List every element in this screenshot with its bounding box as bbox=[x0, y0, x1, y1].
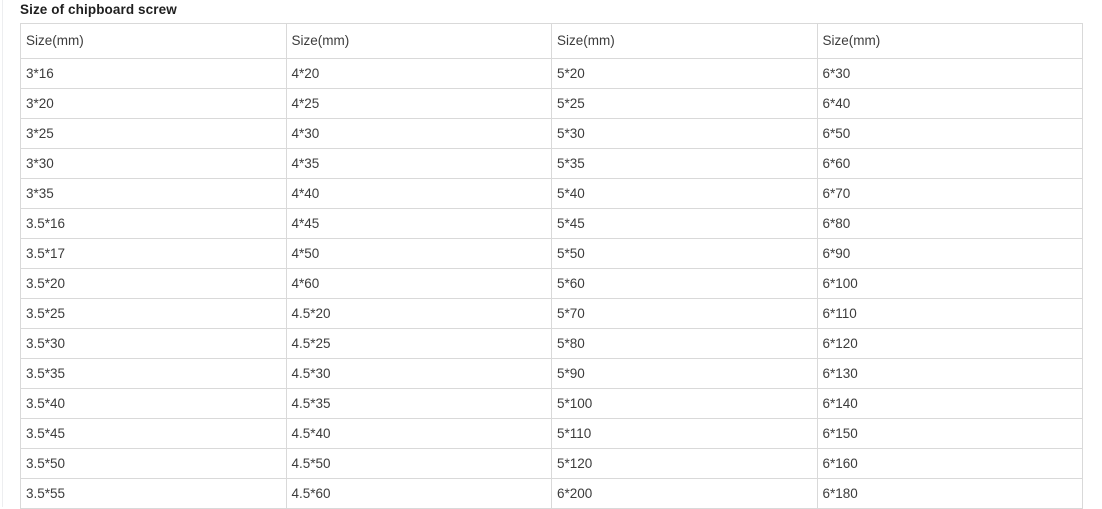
column-header-3: Size(mm) bbox=[551, 23, 818, 59]
table-row: 3*25 4*30 5*30 6*50 bbox=[20, 118, 1083, 149]
chipboard-screw-size-table: Size(mm) Size(mm) Size(mm) Size(mm) 3*16… bbox=[20, 23, 1083, 509]
table-row: 3.5*20 4*60 5*60 6*100 bbox=[20, 268, 1083, 299]
table-cell: 4*40 bbox=[285, 178, 552, 209]
table-cell: 6*50 bbox=[816, 118, 1083, 149]
table-cell: 3.5*20 bbox=[20, 268, 287, 299]
column-header-2: Size(mm) bbox=[285, 23, 552, 59]
table-cell: 5*100 bbox=[551, 388, 818, 419]
page-left-rule bbox=[2, 0, 3, 507]
table-cell: 4.5*40 bbox=[285, 418, 552, 449]
table-cell: 4.5*50 bbox=[285, 448, 552, 479]
table-cell: 6*100 bbox=[816, 268, 1083, 299]
table-cell: 3.5*16 bbox=[20, 208, 287, 239]
table-cell: 3.5*30 bbox=[20, 328, 287, 359]
table-cell: 4.5*30 bbox=[285, 358, 552, 389]
table-cell: 4.5*25 bbox=[285, 328, 552, 359]
table-row: 3.5*40 4.5*35 5*100 6*140 bbox=[20, 388, 1083, 419]
table-cell: 5*120 bbox=[551, 448, 818, 479]
table-cell: 3*25 bbox=[20, 118, 287, 149]
table-cell: 5*45 bbox=[551, 208, 818, 239]
table-cell: 3.5*35 bbox=[20, 358, 287, 389]
table-cell: 6*30 bbox=[816, 58, 1083, 89]
table-cell: 6*200 bbox=[551, 478, 818, 509]
table-header: Size(mm) Size(mm) Size(mm) Size(mm) bbox=[20, 23, 1083, 59]
table-row: 3.5*16 4*45 5*45 6*80 bbox=[20, 208, 1083, 239]
table-cell: 5*35 bbox=[551, 148, 818, 179]
table-cell: 4.5*60 bbox=[285, 478, 552, 509]
table-row: 3.5*45 4.5*40 5*110 6*150 bbox=[20, 418, 1083, 449]
table-cell: 6*40 bbox=[816, 88, 1083, 119]
table-cell: 5*25 bbox=[551, 88, 818, 119]
table-cell: 4*60 bbox=[285, 268, 552, 299]
table-cell: 6*160 bbox=[816, 448, 1083, 479]
table-row: 3.5*50 4.5*50 5*120 6*160 bbox=[20, 448, 1083, 479]
table-cell: 4.5*35 bbox=[285, 388, 552, 419]
column-header-1: Size(mm) bbox=[20, 23, 287, 59]
table-cell: 6*60 bbox=[816, 148, 1083, 179]
table-cell: 6*90 bbox=[816, 238, 1083, 269]
table-row: 3.5*55 4.5*60 6*200 6*180 bbox=[20, 478, 1083, 509]
table-cell: 6*180 bbox=[816, 478, 1083, 509]
table-cell: 6*70 bbox=[816, 178, 1083, 209]
column-header-4: Size(mm) bbox=[816, 23, 1083, 59]
content-wrapper: Size of chipboard screw Size(mm) Size(mm… bbox=[20, 0, 1083, 509]
table-row: 3.5*35 4.5*30 5*90 6*130 bbox=[20, 358, 1083, 389]
table-cell: 6*80 bbox=[816, 208, 1083, 239]
table-cell: 3*20 bbox=[20, 88, 287, 119]
table-cell: 5*20 bbox=[551, 58, 818, 89]
table-cell: 6*150 bbox=[816, 418, 1083, 449]
table-cell: 3.5*40 bbox=[20, 388, 287, 419]
table-cell: 3.5*50 bbox=[20, 448, 287, 479]
table-cell: 3.5*17 bbox=[20, 238, 287, 269]
table-cell: 5*40 bbox=[551, 178, 818, 209]
table-cell: 5*30 bbox=[551, 118, 818, 149]
table-cell: 5*80 bbox=[551, 328, 818, 359]
table-cell: 4*35 bbox=[285, 148, 552, 179]
table-cell: 6*120 bbox=[816, 328, 1083, 359]
table-row: 3.5*30 4.5*25 5*80 6*120 bbox=[20, 328, 1083, 359]
table-cell: 3*16 bbox=[20, 58, 287, 89]
table-cell: 4*30 bbox=[285, 118, 552, 149]
table-cell: 5*90 bbox=[551, 358, 818, 389]
table-cell: 5*60 bbox=[551, 268, 818, 299]
table-cell: 3*30 bbox=[20, 148, 287, 179]
table-body: 3*16 4*20 5*20 6*30 3*20 4*25 5*25 6*40 3*25 4*30… bbox=[20, 58, 1083, 509]
table-row: 3*35 4*40 5*40 6*70 bbox=[20, 178, 1083, 209]
table-cell: 3.5*25 bbox=[20, 298, 287, 329]
table-cell: 4*25 bbox=[285, 88, 552, 119]
table-cell: 3.5*55 bbox=[20, 478, 287, 509]
table-cell: 4.5*20 bbox=[285, 298, 552, 329]
table-cell: 3.5*45 bbox=[20, 418, 287, 449]
table-row: 3.5*17 4*50 5*50 6*90 bbox=[20, 238, 1083, 269]
table-header-row: Size(mm) Size(mm) Size(mm) Size(mm) bbox=[20, 23, 1083, 59]
table-cell: 3*35 bbox=[20, 178, 287, 209]
page-title: Size of chipboard screw bbox=[20, 2, 177, 17]
table-cell: 4*50 bbox=[285, 238, 552, 269]
table-row: 3*20 4*25 5*25 6*40 bbox=[20, 88, 1083, 119]
table-cell: 6*130 bbox=[816, 358, 1083, 389]
table-cell: 4*45 bbox=[285, 208, 552, 239]
table-cell: 6*110 bbox=[816, 298, 1083, 329]
table-cell: 5*70 bbox=[551, 298, 818, 329]
table-row: 3*30 4*35 5*35 6*60 bbox=[20, 148, 1083, 179]
table-cell: 5*50 bbox=[551, 238, 818, 269]
table-row: 3*16 4*20 5*20 6*30 bbox=[20, 58, 1083, 89]
table-cell: 5*110 bbox=[551, 418, 818, 449]
table-cell: 4*20 bbox=[285, 58, 552, 89]
table-cell: 6*140 bbox=[816, 388, 1083, 419]
table-row: 3.5*25 4.5*20 5*70 6*110 bbox=[20, 298, 1083, 329]
